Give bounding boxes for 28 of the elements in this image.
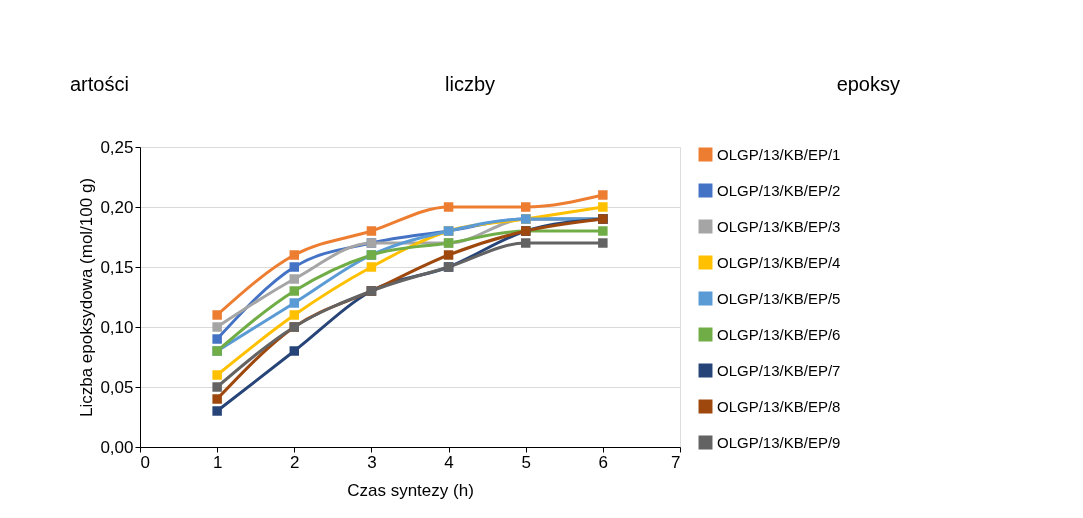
y-tick-label: 0,15 [100,257,134,277]
x-axis-title: Czas syntezy (h) [347,480,474,500]
x-tick-label: 7 [671,452,681,472]
text: epoksy [836,73,900,95]
legend-label: OLGP/13/KB/EP/1 [717,145,841,163]
x-tick-label: 5 [521,452,531,472]
y-axis-title: Liczba epoksydowa (mol/100 g) [77,177,97,418]
legend-label: OLGP/13/KB/EP/3 [717,217,841,235]
x-tick-label: 1 [212,452,223,472]
y-tick-label: 0,25 [100,137,134,157]
y-tick-label: 0,20 [100,197,134,217]
legend-label: OLGP/13/KB/EP/9 [717,433,841,451]
y-tick-label: 0,00 [100,437,134,457]
legend-label: OLGP/13/KB/EP/4 [717,253,841,271]
text: artości [70,73,129,95]
legend-label: OLGP/13/KB/EP/5 [717,289,841,307]
text: liczby [444,73,496,95]
legend-label: OLGP/13/KB/EP/2 [717,181,841,199]
y-tick-label: 0,05 [100,377,134,397]
legend-label: OLGP/13/KB/EP/8 [717,397,841,415]
x-tick-label: 0 [140,452,150,472]
legend-label: OLGP/13/KB/EP/6 [717,325,841,343]
legend-label: OLGP/13/KB/EP/7 [717,361,841,379]
y-tick-label: 0,10 [100,317,134,337]
x-tick-label: 3 [367,452,377,472]
x-tick-label: 2 [290,452,300,472]
x-tick-label: 4 [444,452,454,472]
x-tick-label: 6 [598,452,609,472]
